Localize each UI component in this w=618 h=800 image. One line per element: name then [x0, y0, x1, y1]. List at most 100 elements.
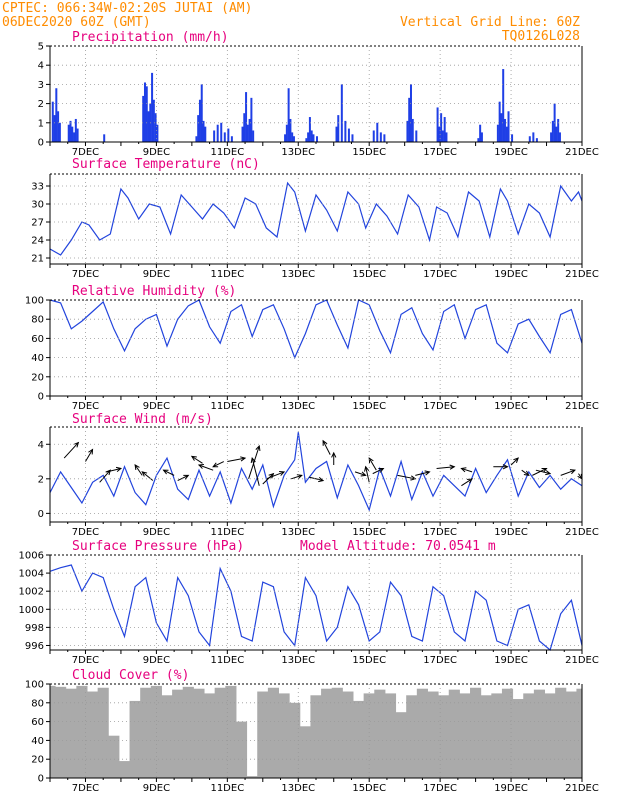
y-tick-label: 1006 — [19, 551, 44, 562]
precip-bar — [198, 99, 201, 142]
wind-arrow-head — [467, 478, 474, 484]
wind-arrow — [535, 469, 551, 475]
cloud-bar — [246, 776, 258, 778]
wind-arrow — [163, 469, 175, 476]
cloud-bar — [576, 688, 582, 778]
y-tick-label: 3 — [38, 80, 44, 91]
panel-title: Cloud Cover (%) — [72, 668, 189, 683]
cloud-bar — [480, 695, 492, 778]
precip-bar — [557, 118, 560, 142]
wind-arrow-head — [322, 439, 328, 446]
wind-arrow — [436, 466, 455, 469]
wind-arrow — [134, 464, 143, 476]
wind-arrow-head — [368, 457, 374, 464]
cloud-bar — [65, 688, 77, 778]
x-tick-label: 15DEC — [352, 783, 386, 794]
y-tick-label: 40 — [31, 736, 44, 747]
wind-arrow-head — [88, 448, 94, 455]
y-tick-label: 33 — [31, 182, 44, 193]
precip-bar — [230, 136, 233, 142]
cloud-bar — [342, 691, 354, 778]
precip-bar — [555, 126, 558, 142]
wind-arrow-head — [279, 471, 286, 476]
cloud-bar — [416, 688, 428, 778]
wind-arrow — [308, 476, 324, 482]
precip-bar — [213, 130, 216, 142]
precip-bar — [152, 99, 155, 142]
wind-arrow-head — [569, 469, 576, 475]
panel-4: Surface Wind (m/s) 0 2 4 7DEC 9DEC 11DEC 13DEC 1… — [38, 412, 599, 538]
precip-bar — [57, 111, 60, 142]
precip-bar — [436, 107, 439, 142]
wind-arrow-head — [115, 466, 123, 473]
cloud-bar — [86, 691, 99, 778]
precip-bar — [415, 130, 418, 142]
x-tick-label: 13DEC — [281, 401, 315, 412]
y-tick-label: 0 — [38, 774, 44, 785]
y-tick-label: 60 — [31, 717, 44, 728]
y-tick-label: 0 — [38, 509, 44, 520]
x-tick-label: 19DEC — [494, 783, 528, 794]
y-tick-label: 4 — [38, 61, 44, 72]
precip-bar — [335, 126, 338, 142]
wind-arrow — [106, 467, 122, 473]
precip-bar — [245, 92, 248, 142]
wind-arrow-head — [513, 457, 519, 463]
y-tick-label: 100 — [25, 296, 44, 307]
x-tick-label: 21DEC — [565, 401, 599, 412]
panel-5: Surface Pressure (hPa) Model Altitude: 70… — [19, 539, 599, 666]
y-tick-label: 24 — [31, 236, 44, 247]
wind-arrow — [372, 468, 384, 475]
precip-bar — [154, 113, 157, 142]
x-tick-label: 11DEC — [210, 783, 244, 794]
header-grid-note: Vertical Grid Line: 60Z — [400, 15, 580, 30]
precip-bar — [340, 84, 343, 142]
precip-bar — [307, 132, 310, 142]
x-tick-label: 11DEC — [210, 655, 244, 666]
cloud-bar — [214, 687, 226, 778]
cloud-bar — [182, 686, 194, 778]
x-tick-label: 17DEC — [423, 655, 457, 666]
precip-bar — [445, 132, 448, 142]
precip-bar — [216, 124, 219, 142]
precip-bar — [220, 122, 223, 142]
x-tick-label: 13DEC — [281, 269, 315, 280]
wind-arrow — [191, 455, 203, 464]
precip-bar — [347, 128, 350, 142]
x-tick-label: 17DEC — [423, 783, 457, 794]
panel-title: Surface Temperature (nC) — [72, 157, 260, 172]
precip-bar — [292, 136, 295, 142]
x-tick-label: 17DEC — [423, 269, 457, 280]
wind-arrow — [521, 469, 530, 476]
wind-arrow — [415, 471, 430, 476]
cloud-bar — [118, 761, 131, 778]
y-tick-label: 100 — [25, 680, 44, 691]
cloud-bar — [50, 685, 56, 778]
cloud-bar — [257, 691, 269, 778]
cloud-bar — [544, 693, 556, 778]
precip-bar — [67, 124, 70, 142]
wind-arrow — [510, 457, 519, 466]
cloud-bar — [395, 712, 407, 778]
wind-arrow-head — [134, 464, 140, 471]
cloud-bar — [172, 689, 184, 778]
x-tick-label: 15DEC — [352, 147, 386, 158]
x-tick-label: 17DEC — [423, 527, 457, 538]
y-tick-label: 2 — [38, 99, 44, 110]
precip-bar — [151, 72, 154, 142]
cloud-bar — [140, 687, 152, 778]
cloud-bar — [204, 693, 216, 778]
x-tick-label: 9DEC — [143, 401, 170, 412]
header-location: CPTEC: 066:34W-02:20S JUTAI (AM) — [2, 1, 252, 16]
series-line — [49, 299, 583, 360]
wind-arrow — [354, 471, 366, 476]
cloud-bar — [565, 691, 577, 778]
precip-bar — [379, 132, 382, 142]
wind-arrow-head — [424, 470, 431, 476]
precip-bar — [438, 126, 441, 142]
y-tick-label: 1004 — [19, 569, 44, 580]
cloud-bar — [108, 735, 120, 778]
x-tick-label: 19DEC — [494, 401, 528, 412]
y-tick-label: 5 — [38, 42, 44, 53]
wind-arrow-head — [318, 476, 325, 483]
